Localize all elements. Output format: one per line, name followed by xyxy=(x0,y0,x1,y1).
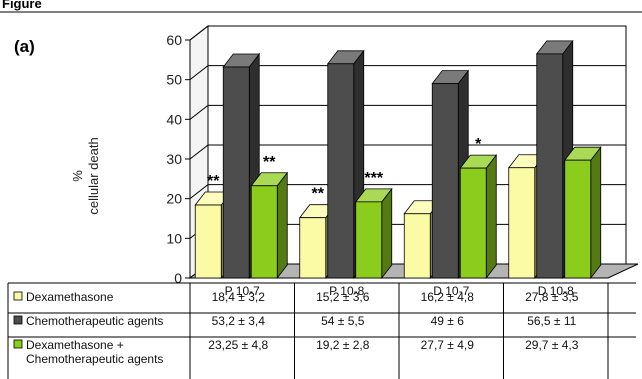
legend-entry-dexamethasone: Dexamethasone xyxy=(26,290,114,304)
y-axis-label-line-2: cellular death xyxy=(86,137,101,214)
legend-entry-combo: Chemotherapeutic agents xyxy=(26,352,163,366)
figure-top-label: Figure xyxy=(2,0,42,11)
bar-dexamethasone-1-front xyxy=(194,204,222,279)
y-axis-label: % cellular death xyxy=(70,137,101,214)
table-cell: 53,2 ± 3,4 xyxy=(212,314,266,328)
gridline xyxy=(189,25,626,41)
y-tick-label: 50 xyxy=(166,72,182,88)
bar-combo-2-front xyxy=(355,201,383,279)
bar-combo-4-side xyxy=(590,146,602,280)
bar-combo-1-front xyxy=(250,185,278,279)
significance-marker: * xyxy=(475,136,482,153)
table-cell: 15,2 ± 3,6 xyxy=(316,290,370,304)
bar-chemo-2-front xyxy=(327,63,355,279)
table-cell: 18,4 ± 3,2 xyxy=(212,290,266,304)
y-tick-label: 60 xyxy=(166,32,182,48)
table-cell: 27,7 ± 4,9 xyxy=(421,338,475,352)
y-tick-label: 40 xyxy=(166,111,182,127)
data-table: Dexamethasone 18,4 ± 3,2 15,2 ± 3,6 16,2 ± … xyxy=(7,282,636,379)
legend-entry-chemo: Chemotherapeutic agents xyxy=(26,314,163,328)
table-cell: 27,8 ± 3,5 xyxy=(525,290,579,304)
bar-combo-3-front xyxy=(459,167,487,279)
gridline xyxy=(189,104,626,120)
bar-combo-2-side xyxy=(381,187,393,280)
table-cell: 54 ± 5,5 xyxy=(321,314,365,328)
gridline xyxy=(189,65,626,81)
significance-marker: ** xyxy=(312,186,325,203)
bar-chemo-2 xyxy=(326,49,365,280)
significance-marker: ** xyxy=(207,173,220,190)
table-cell: 29,7 ± 4,3 xyxy=(525,338,579,352)
table-cell: 16,2 ± 4,8 xyxy=(421,290,475,304)
legend-swatch-chemo xyxy=(13,315,23,325)
legend-entry-combo: Dexamethasone + xyxy=(26,338,124,352)
legend-swatch-dexamethasone xyxy=(13,291,23,301)
x-category-label: D 10-7 xyxy=(433,284,469,298)
y-tick-label: 20 xyxy=(166,191,182,207)
x-category-label: P 10-8 xyxy=(329,284,364,298)
bar-combo-3 xyxy=(459,153,498,280)
table-cell: 23,25 ± 4,8 xyxy=(208,338,268,352)
bar-combo-3-side xyxy=(485,153,497,280)
x-category-label: P 10-7 xyxy=(225,284,260,298)
panel-label: (a) xyxy=(14,37,35,56)
x-category-label: D 10-8 xyxy=(538,284,574,298)
bar-combo-2 xyxy=(354,187,393,280)
y-tick-label: 30 xyxy=(166,151,182,167)
y-tick-label: 10 xyxy=(166,230,182,246)
significance-marker: ** xyxy=(263,154,276,171)
y-tick-label: 0 xyxy=(174,270,182,286)
y-axis-label-line-1: % xyxy=(70,170,85,182)
bar-combo-4 xyxy=(563,146,602,280)
table-cell: 19,2 ± 2,8 xyxy=(316,338,370,352)
bar-combo-1 xyxy=(250,171,289,280)
significance-marker: *** xyxy=(364,170,383,187)
bar-combo-4-front xyxy=(564,159,592,279)
bar-combo-1-side xyxy=(276,171,288,280)
bar-dexamethasone-4-front xyxy=(508,167,536,279)
table-cell: 56,5 ± 11 xyxy=(527,314,576,328)
bar-dexamethasone-2-front xyxy=(299,217,327,279)
legend-swatch-combo xyxy=(13,339,23,349)
bar-chemo-1-front xyxy=(222,66,250,279)
bar-chemo-3-front xyxy=(431,83,459,279)
table-cell: 49 ± 6 xyxy=(431,314,465,328)
bar-dexamethasone-3-front xyxy=(403,213,431,279)
gridline xyxy=(189,144,626,160)
bar-chemo-4-front xyxy=(536,53,564,279)
